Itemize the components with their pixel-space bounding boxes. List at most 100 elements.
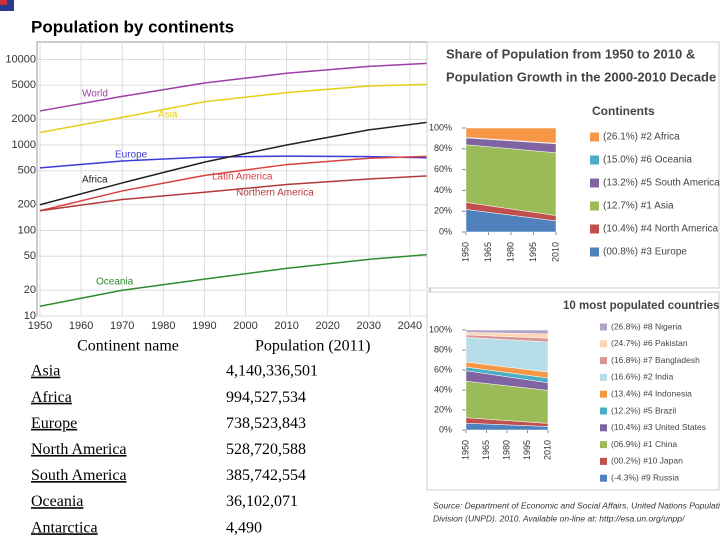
stack-area <box>465 127 557 144</box>
continent-link[interactable]: Europe <box>31 415 77 432</box>
population-cell: 528,720,588 <box>226 441 306 458</box>
legend-swatch <box>600 390 607 398</box>
legend-swatch <box>590 224 599 234</box>
continent-link[interactable]: Antarctica <box>31 519 98 536</box>
legend-label: (16.8%) #7 Bangladesh <box>611 355 700 365</box>
continent-link[interactable]: South America <box>31 467 127 484</box>
series-line <box>39 82 452 134</box>
y-tick-label: 500 <box>18 165 36 177</box>
legend-label: (00.2%) #10 Japan <box>611 456 683 466</box>
x-tick-label: 1970 <box>110 320 134 332</box>
y-tick-label: 200 <box>18 199 36 211</box>
continent-link[interactable]: Africa <box>31 389 72 406</box>
series-line <box>39 154 452 212</box>
legend-swatch <box>600 441 607 449</box>
legend-label: (16.6%) #2 India <box>611 372 674 382</box>
population-cell: 36,102,071 <box>226 493 298 510</box>
x-tick-label: 2010 <box>542 440 552 460</box>
panel-title: Population Growth in the 2000-2010 Decad… <box>446 69 716 84</box>
series-line <box>39 155 452 169</box>
x-tick-label: 1965 <box>483 242 493 262</box>
continent-link[interactable]: North America <box>31 441 127 458</box>
y-tick-label: 100 <box>18 224 36 236</box>
y-tick-label: 20% <box>434 206 452 216</box>
line-chart: 10 20 50 100 200 500 1000 2000 5000 10000 1950 1960… <box>5 41 452 332</box>
series-label: Northern America <box>236 188 314 199</box>
population-cell: 994,527,534 <box>226 389 306 406</box>
x-tick-label: 1995 <box>528 242 538 262</box>
slide-title: Population by continents <box>31 17 234 36</box>
y-tick-label: 10 <box>24 310 36 322</box>
population-cell: 385,742,554 <box>226 467 306 484</box>
legend-swatch <box>590 132 599 142</box>
y-tick-label: 50 <box>24 250 36 262</box>
legend-swatch <box>590 155 599 165</box>
series-line <box>39 61 452 112</box>
y-tick-label: 100% <box>429 324 452 334</box>
legend-label: (06.9%) #1 China <box>611 439 677 449</box>
legend-label: (26.1%) #2 Africa <box>603 132 680 143</box>
x-tick-label: 1960 <box>69 320 93 332</box>
y-tick-label: 40% <box>434 384 452 394</box>
y-tick-label: 20 <box>24 284 36 296</box>
legend-swatch <box>600 474 607 482</box>
x-tick-label: 1950 <box>460 440 470 460</box>
legend-label: (-4.3%) #9 Russia <box>611 472 679 482</box>
legend-swatch <box>590 178 599 188</box>
y-tick-label: 0% <box>439 226 452 236</box>
legend-swatch <box>600 407 607 415</box>
series-line <box>39 173 452 212</box>
legend-label: (15.0%) #6 Oceania <box>603 155 692 166</box>
y-tick-label: 20% <box>434 404 452 414</box>
y-tick-label: 2000 <box>12 113 36 125</box>
series-label: Asia <box>158 110 178 121</box>
continent-link[interactable]: Oceania <box>31 493 83 510</box>
legend-label: (10.4%) #3 United States <box>611 422 706 432</box>
flag-icon <box>0 0 14 11</box>
y-tick-label: 80% <box>434 344 452 354</box>
y-tick-label: 40% <box>434 185 452 195</box>
x-tick-label: 1980 <box>151 320 175 332</box>
y-tick-label: 100% <box>429 122 452 132</box>
legend-label: (12.2%) #5 Brazil <box>611 405 676 415</box>
legend-label: (24.7%) #6 Pakistan <box>611 338 688 348</box>
x-tick-label: 1950 <box>28 320 52 332</box>
table-header: Population (2011) <box>255 338 370 355</box>
table: Continent name Population (2011) Asia 4,140… <box>31 338 370 537</box>
y-tick-label: 5000 <box>12 79 36 91</box>
legend-label: (00.8%) #3 Europe <box>603 247 687 258</box>
x-tick-label: 1950 <box>460 242 470 262</box>
y-tick-label: 60% <box>434 164 452 174</box>
series-label: Europe <box>115 150 148 161</box>
legend-label: (12.7%) #1 Asia <box>603 201 674 212</box>
legend-swatch <box>600 357 607 365</box>
x-tick-label: 2000 <box>233 320 257 332</box>
source-note: Source: Department of Economic and Socia… <box>433 500 720 510</box>
legend-swatch <box>600 373 607 381</box>
panel-title: 10 most populated countries <box>563 300 720 312</box>
legend-label: (26.8%) #8 Nigeria <box>611 321 682 331</box>
panel-title: Share of Population from 1950 to 2010 & <box>446 46 695 61</box>
series-label: Africa <box>82 175 108 186</box>
y-tick-label: 60% <box>434 364 452 374</box>
legend-swatch <box>590 201 599 211</box>
x-tick-label: 2010 <box>550 242 560 262</box>
legend-label: (13.2%) #5 South America <box>603 178 720 189</box>
series-label: Oceania <box>96 277 134 288</box>
population-cell: 738,523,843 <box>226 415 306 432</box>
x-tick-label: 2020 <box>315 320 339 332</box>
y-tick-label: 10000 <box>5 53 36 65</box>
legend-title: Continents <box>592 104 655 118</box>
x-tick-label: 2030 <box>357 320 381 332</box>
x-tick-label: 1965 <box>481 440 491 460</box>
x-tick-label: 1995 <box>522 440 532 460</box>
table-header: Continent name <box>77 338 179 355</box>
y-tick-label: 1000 <box>12 139 36 151</box>
y-tick-label: 80% <box>434 143 452 153</box>
continent-link[interactable]: Asia <box>31 363 60 380</box>
legend-label: (10.4%) #4 North America <box>603 224 718 235</box>
y-tick-label: 0% <box>439 424 452 434</box>
x-tick-label: 1980 <box>501 440 511 460</box>
series-label: World <box>82 89 108 100</box>
